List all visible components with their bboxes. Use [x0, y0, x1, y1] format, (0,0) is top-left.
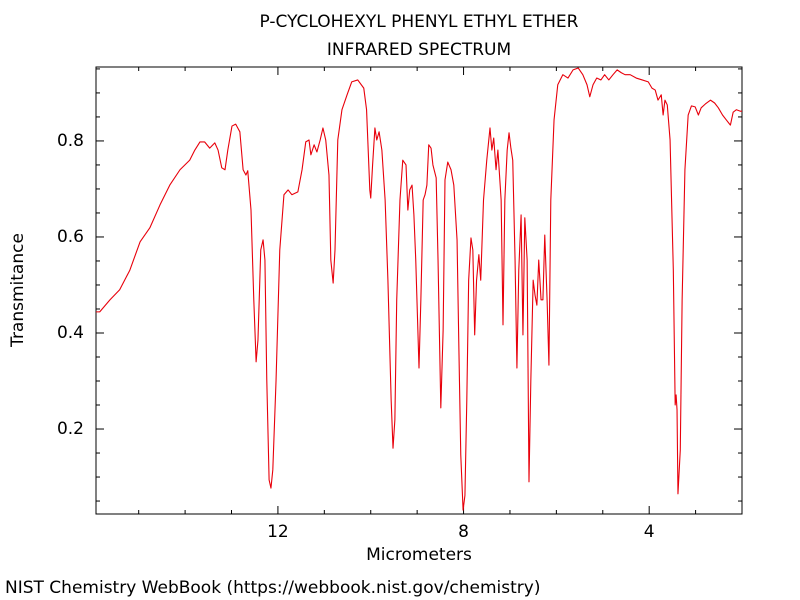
spectrum-line [96, 67, 742, 511]
x-axis-label: Micrometers [366, 545, 472, 565]
x-tick-label: 12 [267, 522, 289, 542]
plot-frame [95, 66, 743, 515]
y-axis-label: Transmitance [8, 233, 28, 348]
y-tick-label: 0.4 [57, 323, 84, 343]
x-tick-label: 8 [458, 522, 469, 542]
y-tick-label: 0.8 [57, 131, 84, 151]
x-tick-label: 4 [644, 522, 655, 542]
y-tick-label: 0.2 [57, 419, 84, 439]
chart-subtitle: INFRARED SPECTRUM [327, 40, 511, 60]
source-note: NIST Chemistry WebBook (https://webbook.… [5, 578, 540, 598]
y-tick-label: 0.6 [57, 227, 84, 247]
chart-title: P-CYCLOHEXYL PHENYL ETHYL ETHER [260, 12, 579, 32]
